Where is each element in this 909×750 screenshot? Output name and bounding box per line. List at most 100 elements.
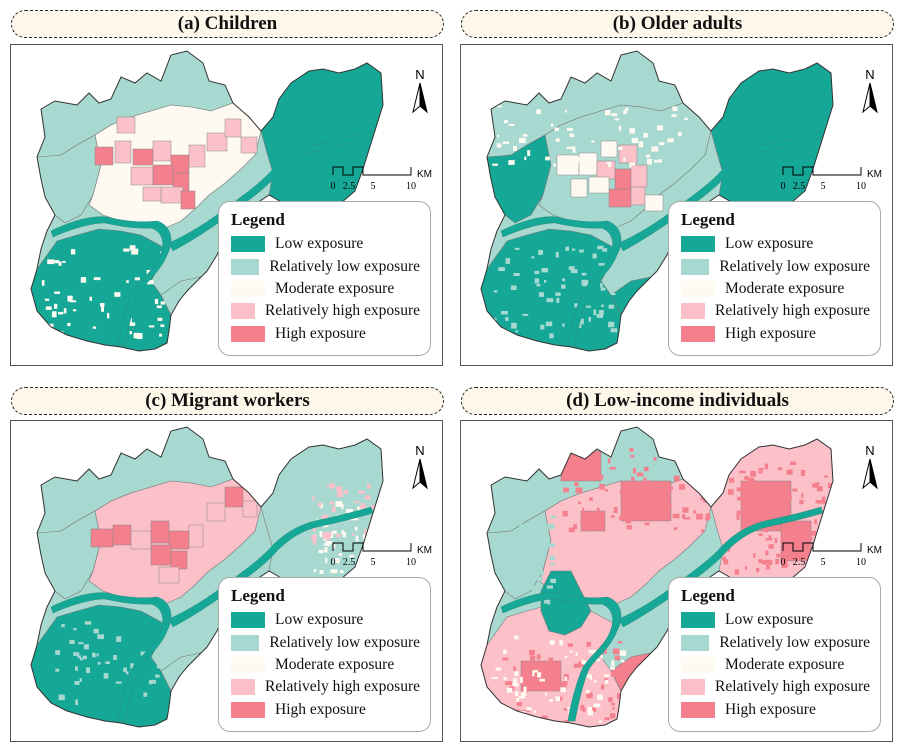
legend-item: Relatively low exposure — [231, 255, 420, 277]
texture-patch — [537, 672, 542, 678]
texture-patch — [568, 527, 575, 533]
texture-patch — [513, 146, 517, 151]
north-arrow: N — [859, 67, 881, 122]
texture-patch — [569, 133, 575, 137]
subdistrict-block — [224, 486, 244, 508]
texture-patch — [140, 651, 147, 656]
texture-patch — [518, 696, 526, 699]
texture-patch — [507, 708, 512, 711]
texture-patch — [491, 720, 496, 726]
legend-swatch — [681, 258, 710, 275]
texture-patch — [341, 503, 344, 509]
texture-patch — [800, 470, 805, 476]
texture-patch — [654, 486, 662, 491]
texture-patch — [605, 110, 611, 116]
texture-patch — [326, 541, 331, 547]
texture-patch — [51, 311, 57, 318]
legend-swatch — [681, 634, 710, 651]
texture-patch — [666, 500, 669, 504]
texture-patch — [736, 514, 740, 520]
legend-swatch — [681, 612, 715, 629]
texture-patch — [342, 531, 346, 538]
subdistrict-block — [152, 164, 174, 186]
texture-patch — [588, 316, 591, 322]
texture-patch — [334, 559, 338, 563]
texture-patch — [574, 303, 580, 308]
texture-patch — [765, 511, 768, 514]
texture-patch — [651, 146, 659, 152]
texture-patch — [564, 674, 567, 678]
texture-patch — [101, 306, 104, 312]
scale-tick-label: 5 — [821, 181, 826, 192]
texture-patch — [123, 667, 127, 673]
texture-patch — [703, 481, 708, 487]
texture-patch — [49, 323, 54, 328]
legend-swatch — [231, 612, 265, 629]
legend-item: Low exposure — [681, 609, 870, 631]
texture-patch — [722, 556, 726, 562]
texture-patch — [700, 497, 706, 501]
texture-patch — [545, 156, 550, 161]
subdistrict-block — [150, 544, 172, 566]
texture-patch — [614, 118, 620, 121]
texture-patch — [761, 559, 767, 565]
district-zone — [538, 102, 712, 230]
scale-unit: KM — [417, 545, 432, 556]
subdistrict-block — [630, 164, 648, 188]
texture-patch — [581, 472, 585, 476]
texture-patch — [588, 650, 596, 654]
texture-patch — [360, 503, 366, 509]
scale-tick-label: 10 — [856, 181, 866, 192]
texture-patch — [611, 702, 615, 706]
legend-label: High exposure — [725, 324, 816, 342]
texture-patch — [516, 702, 523, 707]
texture-patch — [530, 519, 534, 525]
legend-item: Relatively high exposure — [681, 676, 870, 698]
texture-patch — [755, 518, 763, 525]
scale-unit: KM — [867, 169, 882, 180]
texture-patch — [131, 250, 138, 255]
texture-patch — [678, 484, 686, 490]
texture-patch — [573, 148, 576, 153]
texture-patch — [491, 554, 495, 561]
texture-patch — [519, 583, 525, 589]
texture-patch — [737, 496, 744, 501]
texture-patch — [594, 467, 597, 472]
texture-patch — [627, 484, 635, 489]
texture-patch — [335, 501, 343, 507]
district-zone — [540, 570, 592, 636]
texture-patch — [550, 578, 555, 583]
map-panel-low-income: N 0 2.5 5 10 KM Legend Low exposure Relatively… — [460, 420, 893, 742]
texture-patch — [554, 127, 559, 131]
texture-patch — [644, 522, 650, 526]
texture-patch — [350, 518, 357, 521]
subdistrict-block — [644, 194, 664, 212]
texture-patch — [530, 573, 535, 578]
texture-patch — [683, 517, 691, 520]
texture-patch — [725, 463, 733, 467]
texture-patch — [541, 268, 549, 273]
texture-patch — [604, 717, 610, 721]
texture-patch — [312, 496, 315, 501]
texture-patch — [610, 328, 618, 333]
texture-patch — [336, 486, 342, 492]
texture-patch — [662, 447, 666, 451]
texture-patch — [499, 569, 502, 574]
texture-patch — [502, 657, 509, 661]
texture-patch — [560, 157, 564, 163]
texture-patch — [576, 157, 583, 161]
texture-patch — [786, 469, 793, 475]
texture-patch — [55, 650, 61, 655]
texture-patch — [631, 476, 635, 481]
texture-patch — [549, 333, 554, 339]
texture-patch — [760, 485, 765, 492]
texture-patch — [538, 292, 544, 297]
texture-patch — [586, 693, 593, 699]
scale-tick-label: 2.5 — [343, 557, 356, 568]
texture-patch — [604, 648, 607, 654]
texture-patch — [591, 140, 595, 143]
texture-patch — [513, 666, 516, 671]
texture-patch — [54, 260, 59, 264]
texture-patch — [723, 559, 729, 565]
texture-patch — [70, 249, 76, 255]
